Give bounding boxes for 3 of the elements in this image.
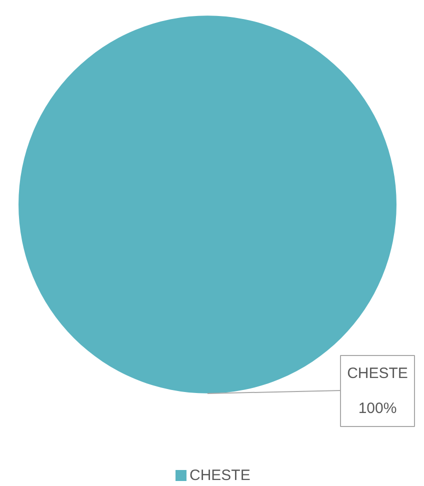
data-label: 100% <box>358 400 397 417</box>
legend-label: CHESTE <box>190 467 250 484</box>
slice-label: CHESTE <box>347 365 408 382</box>
